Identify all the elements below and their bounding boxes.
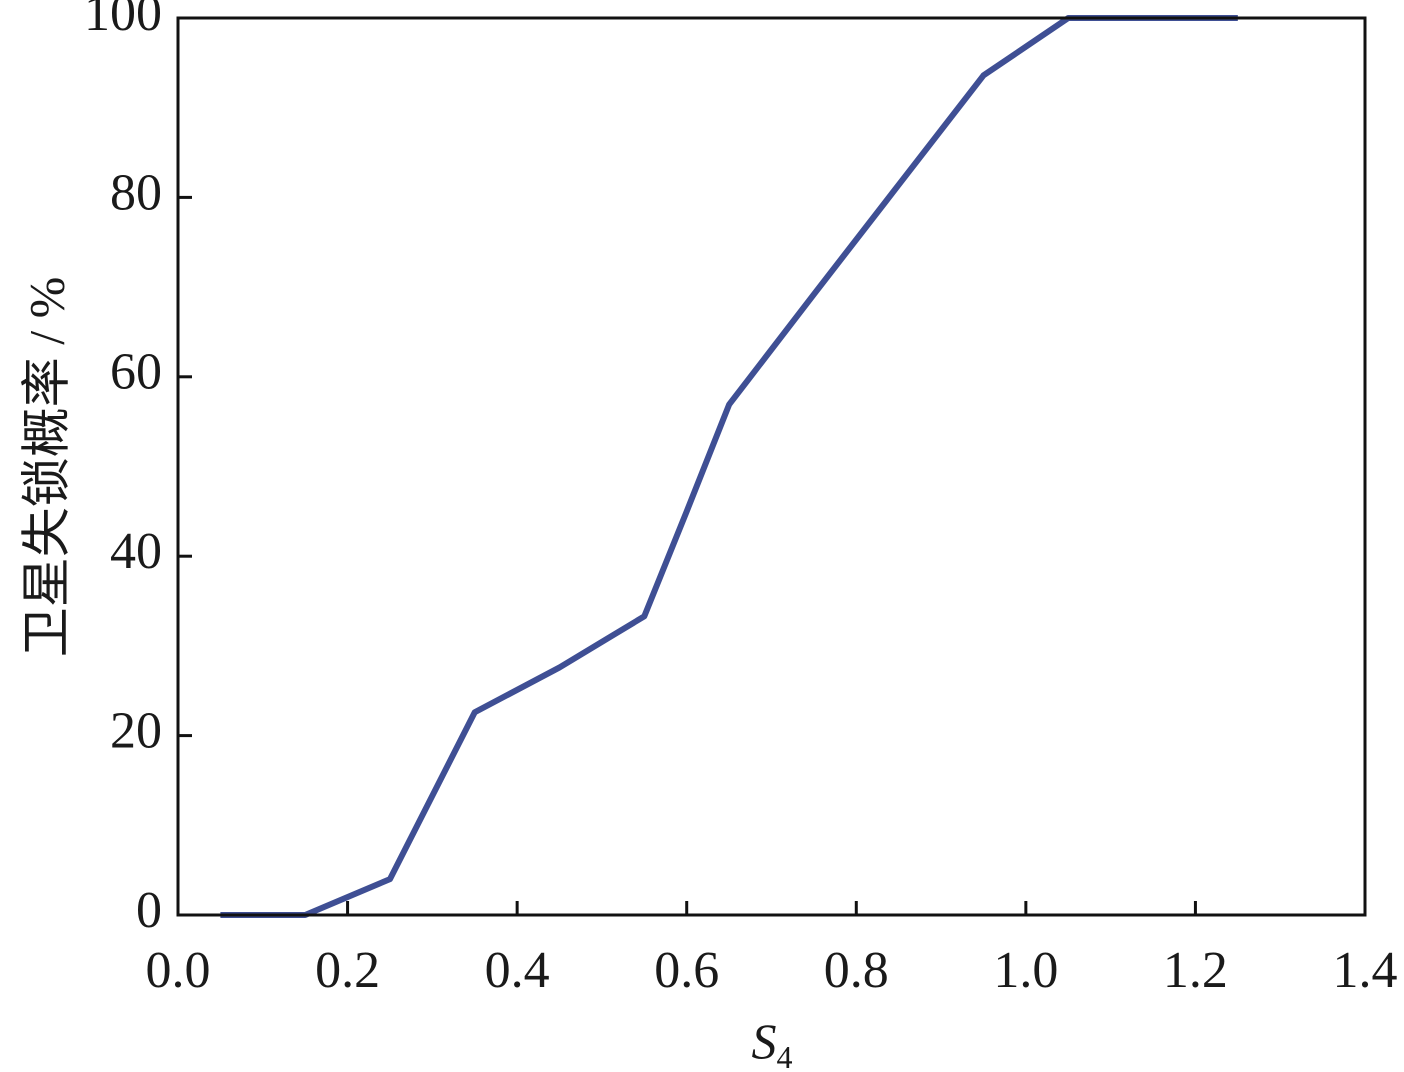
x-tick-label: 0.6 [654, 942, 719, 999]
data-line [220, 15, 1238, 918]
y-axis-title: 卫星失锁概率 / % [18, 277, 74, 658]
plot-frame [176, 16, 1367, 917]
x-tick-label: 0.4 [485, 942, 550, 999]
x-tick-label: 1.2 [1163, 942, 1228, 999]
x-tick-label: 1.4 [1333, 942, 1398, 999]
y-tick-label: 0 [136, 882, 162, 939]
x-tick-label: 0.8 [824, 942, 889, 999]
y-tick-label: 40 [110, 523, 162, 580]
y-tick-label: 80 [110, 164, 162, 221]
x-axis-title: S4 [752, 1013, 793, 1072]
x-tick-label: 0.2 [315, 942, 380, 999]
y-tick-label: 100 [84, 0, 162, 42]
x-axis-title-main: S [752, 1013, 777, 1069]
x-axis-title-subscript: 4 [777, 1039, 793, 1072]
x-tick-label: 1.0 [993, 942, 1058, 999]
x-tick-label: 0.0 [146, 942, 211, 999]
y-tick-label: 20 [110, 703, 162, 760]
y-tick-label: 60 [110, 344, 162, 401]
